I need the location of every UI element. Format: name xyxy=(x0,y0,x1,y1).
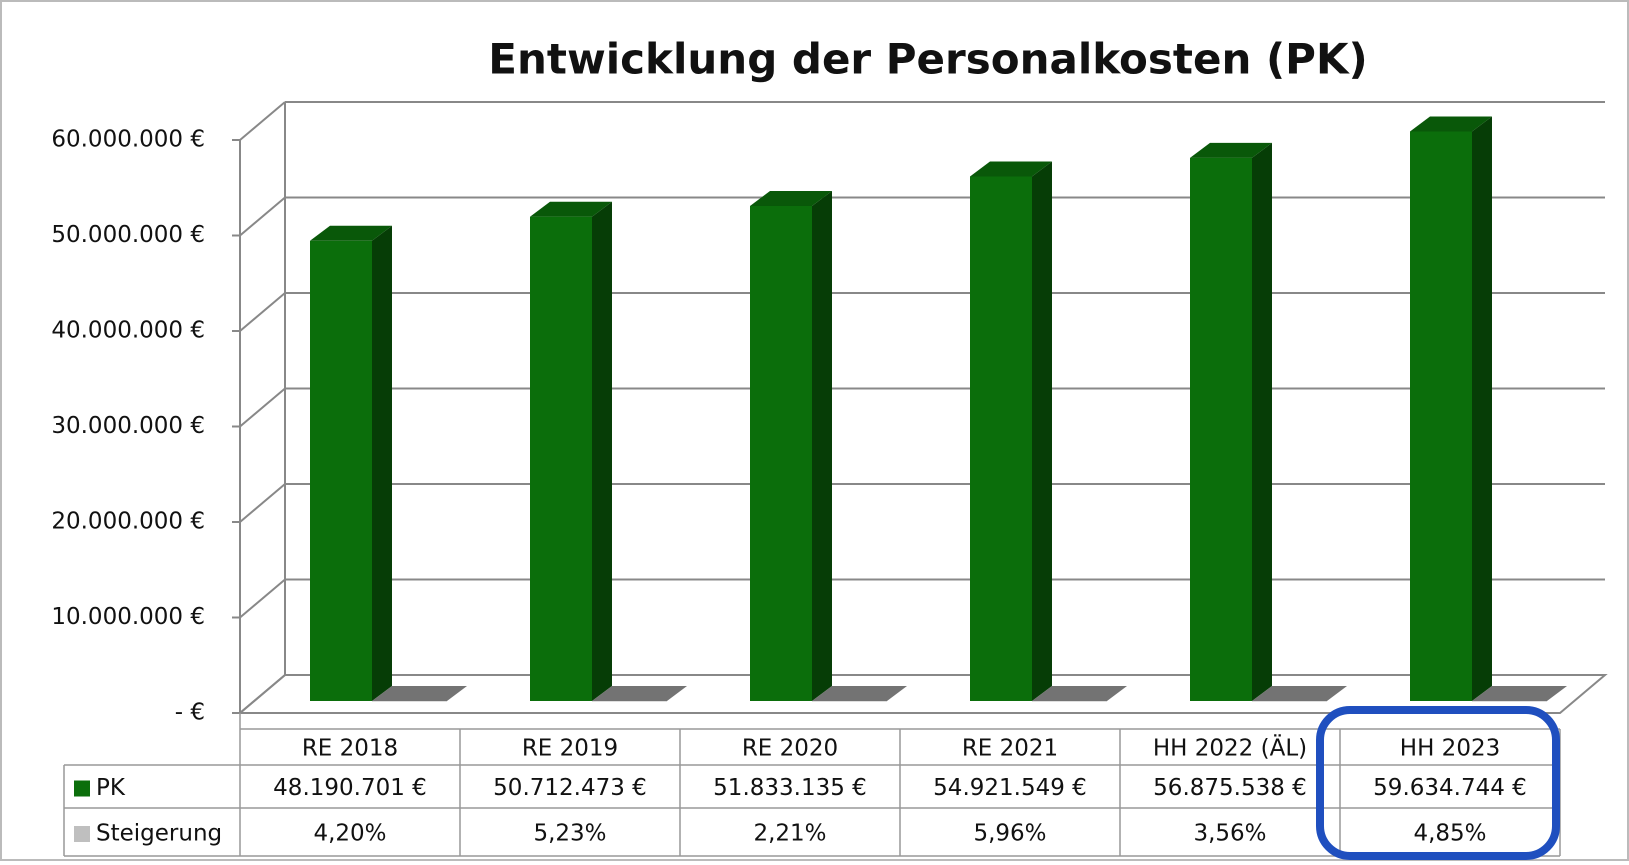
y-tick-label: 50.000.000 € xyxy=(51,222,205,248)
grid-line xyxy=(239,196,286,237)
y-tick-label: 40.000.000 € xyxy=(51,318,205,344)
bar-top xyxy=(530,201,612,217)
y-tick-label: 10.000.000 € xyxy=(51,604,205,630)
legend-key xyxy=(74,826,90,842)
bar xyxy=(1032,685,1127,702)
bar-top xyxy=(1190,142,1272,158)
bar-front xyxy=(1410,131,1472,702)
bar-front xyxy=(372,700,447,702)
bar xyxy=(372,685,467,702)
bar-top xyxy=(1410,116,1492,132)
bar-front xyxy=(592,700,667,702)
bar xyxy=(970,161,1052,701)
bar-top xyxy=(592,685,687,701)
bar-top xyxy=(372,685,467,701)
bar xyxy=(310,225,392,701)
y-tick-label: - € xyxy=(175,700,205,726)
grid-line xyxy=(239,483,286,523)
bar-side xyxy=(592,201,612,702)
x-tick-label: RE 2020 xyxy=(742,736,838,762)
bar-side xyxy=(812,190,832,701)
data-label: 54.921.549 € xyxy=(933,775,1087,801)
bar-top xyxy=(310,225,392,241)
chart-title: Entwicklung der Personalkosten (PK) xyxy=(488,35,1367,84)
bar-top xyxy=(1472,685,1567,701)
x-tick-label: HH 2022 (ÄL) xyxy=(1153,734,1307,762)
grid-line xyxy=(239,578,286,619)
bar-top xyxy=(1252,685,1347,701)
grid-line xyxy=(239,387,286,428)
bar xyxy=(592,685,687,702)
data-label: 5,96% xyxy=(973,821,1046,847)
bar-side xyxy=(1472,116,1492,701)
bar-top xyxy=(970,161,1052,177)
data-label: 51.833.135 € xyxy=(713,775,867,801)
x-tick-label: HH 2023 xyxy=(1400,736,1500,762)
bar-top xyxy=(812,686,907,701)
highlight-box xyxy=(1316,706,1560,860)
bar-side xyxy=(1252,142,1272,701)
data-label: 4,85% xyxy=(1413,821,1486,847)
y-tick-label: 20.000.000 € xyxy=(51,509,205,535)
bar-side xyxy=(1032,161,1052,701)
grid-line xyxy=(239,674,286,714)
bar-front xyxy=(970,176,1032,701)
grid-line xyxy=(239,101,286,141)
bar-front xyxy=(750,205,812,701)
legend-key xyxy=(74,780,90,797)
bar xyxy=(1252,685,1347,702)
legend-label: Steigerung xyxy=(96,821,222,847)
bar-front xyxy=(530,216,592,702)
data-label: 50.712.473 € xyxy=(493,775,647,801)
legend-label: PK xyxy=(96,775,126,801)
bar-front xyxy=(812,701,887,702)
y-tick-label: 30.000.000 € xyxy=(51,413,205,439)
data-label: 59.634.744 € xyxy=(1373,775,1527,801)
bar-front xyxy=(310,240,372,701)
bar xyxy=(530,201,612,702)
x-tick-label: RE 2019 xyxy=(522,736,618,762)
bar xyxy=(1472,685,1567,702)
x-tick-label: RE 2018 xyxy=(302,736,398,762)
data-label: 3,56% xyxy=(1193,821,1266,847)
bar-top xyxy=(750,190,832,206)
data-label: 4,20% xyxy=(313,821,386,847)
x-tick-label: RE 2021 xyxy=(962,736,1058,762)
data-label: 5,23% xyxy=(533,821,606,847)
bar-front xyxy=(1472,700,1547,702)
data-label: 48.190.701 € xyxy=(273,775,427,801)
data-label: 56.875.538 € xyxy=(1153,775,1307,801)
grid-line xyxy=(239,292,286,332)
bar-front xyxy=(1190,157,1252,701)
bar-front xyxy=(1252,700,1327,702)
bar-top xyxy=(1032,685,1127,701)
y-tick-label: 60.000.000 € xyxy=(51,127,205,153)
data-label: 2,21% xyxy=(753,821,826,847)
bar xyxy=(812,686,907,702)
bar-side xyxy=(372,225,392,701)
bar xyxy=(1190,142,1272,701)
bar xyxy=(750,190,832,701)
bar xyxy=(1410,116,1492,702)
bar-front xyxy=(1032,700,1107,702)
